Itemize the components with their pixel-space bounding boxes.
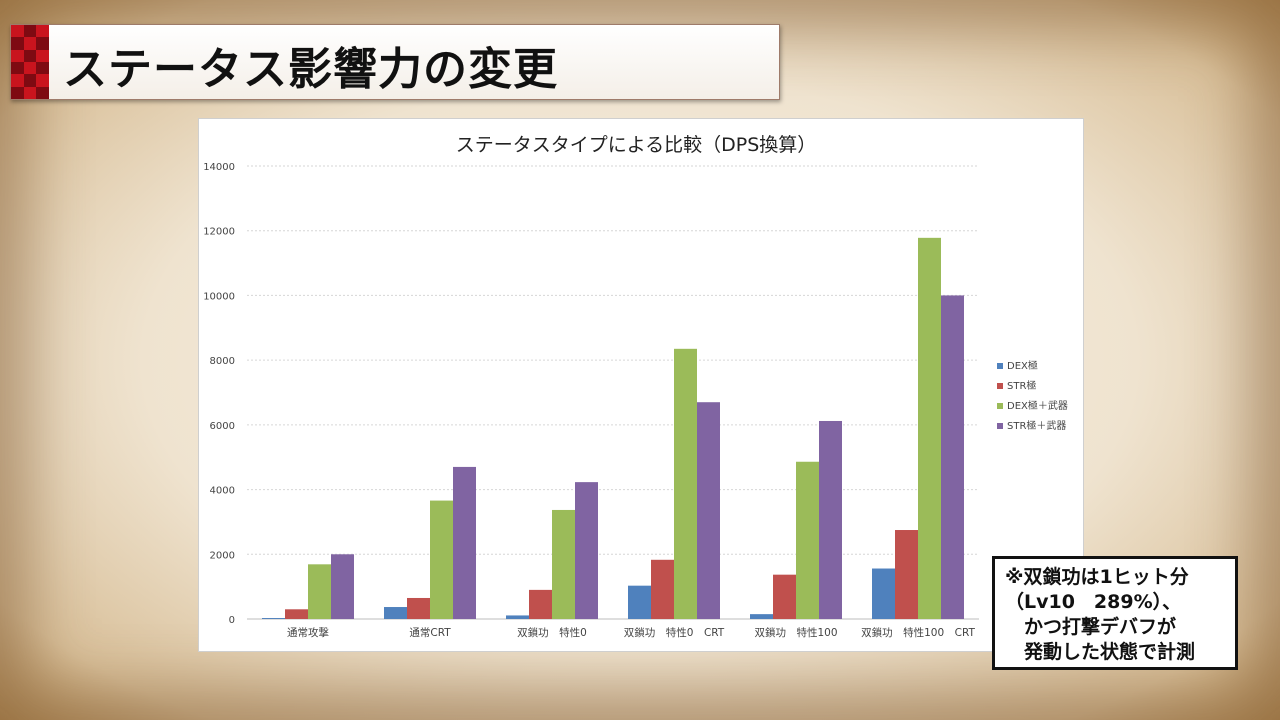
bar xyxy=(430,500,453,619)
legend-label: DEX極＋武器 xyxy=(1007,399,1068,412)
y-tick-label: 8000 xyxy=(210,356,235,367)
page-title: ステータス影響力の変更 xyxy=(63,44,558,95)
x-tick-label: 双鎖功 特性0 CRT xyxy=(624,626,725,639)
bar xyxy=(819,420,842,619)
legend-swatch xyxy=(997,403,1003,409)
y-tick-label: 4000 xyxy=(210,486,235,497)
bar xyxy=(552,509,575,619)
x-tick-label: 双鎖功 特性0 xyxy=(517,626,587,639)
bar xyxy=(285,609,308,619)
bar xyxy=(453,466,476,619)
chart-title: ステータスタイプによる比較（DPS換算） xyxy=(456,134,817,156)
legend-label: STR極 xyxy=(1007,379,1036,392)
bar xyxy=(529,589,552,619)
bar xyxy=(895,530,918,619)
bar xyxy=(674,348,697,619)
bar xyxy=(628,585,651,619)
y-tick-label: 12000 xyxy=(203,227,235,238)
note-line: 発動した状態で計測 xyxy=(1005,641,1196,663)
legend-swatch xyxy=(997,423,1003,429)
bar xyxy=(407,597,430,619)
x-tick-label: 通常CRT xyxy=(409,626,451,639)
legend-swatch xyxy=(997,383,1003,389)
bar xyxy=(872,568,895,619)
bar xyxy=(331,554,354,619)
bar xyxy=(773,574,796,619)
y-tick-label: 0 xyxy=(229,615,235,626)
bar-chart: ステータスタイプによる比較（DPS換算） 0 2000 4000 6000 8000 10… xyxy=(203,134,1068,639)
title-bar: ステータス影響力の変更 xyxy=(10,24,780,100)
note-line: かつ打撃デバフが xyxy=(1005,616,1177,638)
x-tick-label: 双鎖功 特性100 CRT xyxy=(861,626,975,639)
bar xyxy=(697,402,720,619)
bar xyxy=(506,615,529,619)
bar xyxy=(750,614,773,619)
title-checker-decoration xyxy=(11,25,49,99)
x-tick-label: 双鎖功 特性100 xyxy=(754,626,837,639)
bar xyxy=(575,482,598,619)
y-tick-label: 10000 xyxy=(203,291,235,302)
bar xyxy=(651,559,674,619)
measurement-note: ※双鎖功は1ヒット分 （Lv10 289%）、 かつ打撃デバフが 発動した状態で… xyxy=(992,556,1238,670)
legend-label: DEX極 xyxy=(1007,359,1038,372)
legend-swatch xyxy=(997,363,1003,369)
note-line: ※双鎖功は1ヒット分 xyxy=(1005,566,1189,588)
chart-panel: ステータスタイプによる比較（DPS換算） 0 2000 4000 6000 8000 10… xyxy=(198,118,1084,652)
y-tick-label: 14000 xyxy=(203,162,235,173)
bar xyxy=(796,461,819,619)
bar xyxy=(918,237,941,619)
bar xyxy=(308,564,331,619)
bar xyxy=(384,607,407,619)
y-tick-label: 6000 xyxy=(210,421,235,432)
bar xyxy=(941,295,964,619)
legend-label: STR極＋武器 xyxy=(1007,419,1066,432)
x-tick-label: 通常攻撃 xyxy=(287,626,329,639)
note-line: （Lv10 289%）、 xyxy=(1005,591,1182,613)
bar xyxy=(262,618,285,619)
y-tick-label: 2000 xyxy=(210,550,235,561)
